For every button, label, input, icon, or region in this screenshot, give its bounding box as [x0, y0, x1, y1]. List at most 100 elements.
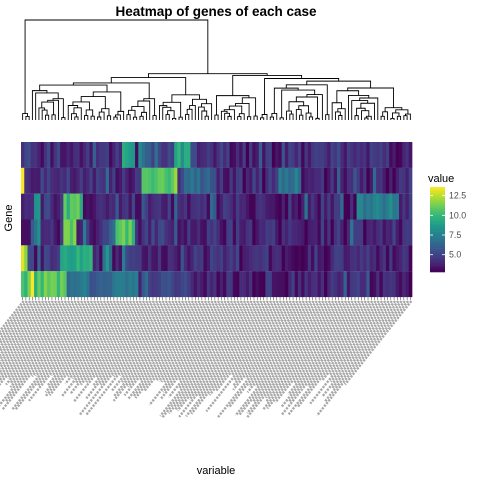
heatmap-cell: [343, 245, 348, 272]
dendrogram-branch: [237, 116, 242, 120]
heatmap-cell: [307, 193, 312, 220]
dendrogram-branch: [24, 19, 209, 114]
heatmap-cell: [340, 219, 344, 246]
heatmap-cell: [170, 271, 175, 298]
heatmap-cell: [333, 271, 338, 298]
heatmap-cell: [118, 271, 123, 298]
heatmap-cell: [297, 219, 302, 246]
heatmap-cell: [34, 219, 38, 246]
heatmap-cell: [177, 219, 182, 246]
heatmap-cell: [372, 142, 377, 168]
dendrogram-branch: [131, 106, 145, 113]
heatmap-cell: [180, 245, 185, 272]
heatmap-cell: [177, 245, 182, 272]
heatmap-cell: [34, 142, 38, 168]
heatmap-cell: [307, 142, 312, 168]
dendrogram-branch: [325, 114, 330, 120]
heatmap-cell: [242, 142, 247, 168]
heatmap-cell: [118, 142, 123, 168]
heatmap-cell: [376, 193, 380, 220]
heatmap-cell: [128, 142, 133, 168]
heatmap-cell: [219, 245, 224, 272]
legend-color-step: [430, 229, 445, 232]
heatmap-cell: [161, 271, 165, 298]
heatmap-cell: [353, 142, 357, 168]
legend-color-step: [430, 191, 445, 194]
heatmap-cell: [209, 271, 214, 298]
heatmap-cell: [226, 245, 230, 272]
x-tick-label: [162, 300, 237, 393]
heatmap-cell: [128, 219, 133, 246]
heatmap-cell: [151, 271, 155, 298]
heatmap-cell: [268, 142, 273, 168]
heatmap-cell: [79, 219, 84, 246]
heatmap-cell: [187, 271, 191, 298]
x-tick-label: [215, 300, 289, 392]
dendrogram-branch: [61, 117, 66, 120]
heatmap-cell: [395, 167, 400, 194]
heatmap-cell: [343, 142, 348, 168]
heatmap-cell: [398, 245, 403, 272]
heatmap-cell: [324, 271, 328, 298]
heatmap-cell: [73, 245, 77, 272]
dendrogram-branch: [139, 115, 144, 120]
heatmap-cell: [95, 167, 100, 194]
legend-color-step: [430, 242, 445, 245]
heatmap-cell: [310, 167, 315, 194]
dendrogram-branch: [74, 116, 79, 120]
x-tick-label: [119, 300, 181, 377]
heatmap-cell: [239, 245, 243, 272]
heatmap-cell: [108, 142, 113, 168]
heatmap-cell: [350, 167, 354, 194]
heatmap-cell: [385, 271, 390, 298]
heatmap-cell: [27, 167, 32, 194]
heatmap-cell: [395, 142, 400, 168]
heatmap-cell: [236, 271, 240, 298]
heatmap-cell: [200, 219, 204, 246]
heatmap-cell: [128, 193, 133, 220]
heatmap-cell: [105, 167, 110, 194]
heatmap-cell: [131, 245, 136, 272]
heatmap-cell: [314, 271, 318, 298]
heatmap-cell: [66, 219, 71, 246]
heatmap-cell: [131, 193, 136, 220]
heatmap-cell: [82, 271, 87, 298]
heatmap-cell: [317, 219, 322, 246]
heatmap-cell: [37, 219, 41, 246]
heatmap-cell: [76, 142, 80, 168]
heatmap-cell: [223, 142, 227, 168]
dendrogram-branch: [128, 109, 136, 118]
heatmap-cell: [95, 219, 100, 246]
column-dendrogram: [22, 19, 411, 120]
heatmap-cell: [95, 245, 100, 272]
heatmap-cell: [340, 245, 344, 272]
heatmap-cell: [317, 193, 322, 220]
heatmap-cell: [232, 219, 237, 246]
heatmap-cell: [405, 142, 410, 168]
x-tick-label: [51, 300, 113, 377]
x-tick-label: [0, 300, 41, 354]
heatmap-cell: [164, 219, 168, 246]
heatmap-cell: [108, 193, 113, 220]
heatmap-cell: [118, 245, 123, 272]
x-tick-label: [161, 300, 256, 419]
heatmap-cell: [310, 142, 315, 168]
x-tick-label: [28, 300, 110, 402]
heatmap-cell: [167, 219, 172, 246]
heatmap-cell: [99, 142, 103, 168]
heatmap-cell: [108, 271, 113, 298]
heatmap-cell: [125, 219, 129, 246]
heatmap-cell: [69, 193, 74, 220]
heatmap-cell: [385, 142, 390, 168]
heatmap-cell: [99, 271, 103, 298]
heatmap-cell: [161, 167, 165, 194]
heatmap-cell: [382, 193, 387, 220]
heatmap-cell: [275, 219, 279, 246]
heatmap-cell: [307, 167, 312, 194]
dendrogram-branch: [289, 113, 294, 120]
x-tick-label: [134, 300, 214, 399]
heatmap-cell: [363, 271, 367, 298]
x-tick-label: [174, 300, 263, 411]
heatmap-cell: [284, 142, 289, 168]
x-tick-label: [178, 300, 273, 418]
